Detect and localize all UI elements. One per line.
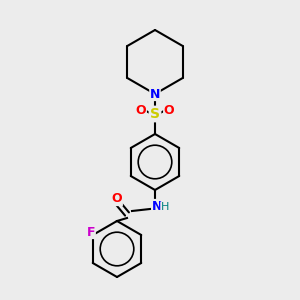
Text: F: F [87, 226, 95, 238]
Text: H: H [161, 202, 169, 212]
Text: N: N [152, 200, 162, 212]
Text: N: N [150, 88, 160, 100]
Text: S: S [150, 107, 160, 121]
Text: O: O [112, 193, 122, 206]
Text: O: O [136, 104, 146, 118]
Text: O: O [164, 104, 174, 118]
